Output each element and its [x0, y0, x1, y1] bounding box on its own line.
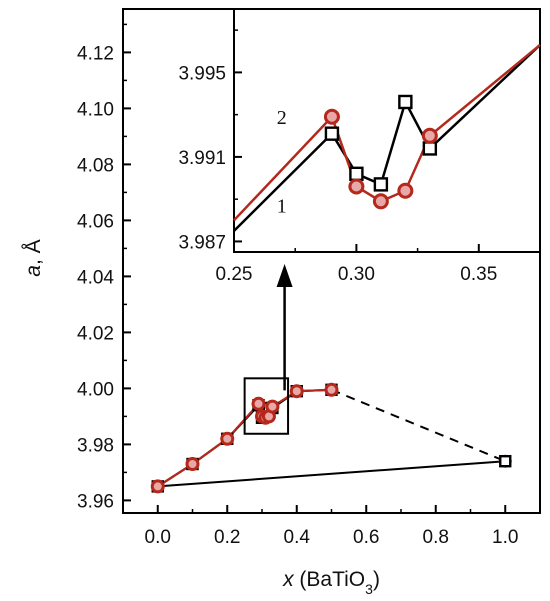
x-tick-label: 0.6 — [353, 527, 379, 548]
inset-x-tick-label: 0.35 — [460, 264, 497, 285]
main-series-2-point — [185, 457, 200, 471]
main-series-2-point — [265, 399, 280, 414]
inset-frame — [233, 8, 541, 253]
y-tick-label: 4.06 — [77, 211, 114, 232]
main-series-2-point — [324, 382, 339, 397]
y-tick-label: 4.04 — [77, 267, 114, 288]
inset-series-2-point — [421, 127, 438, 144]
main-plot: 0.0 0.2 0.4 0.6 0.8 1.0 3.96 3.98 4.00 4.02 4.04 4.… — [22, 8, 541, 597]
zoom-region-box — [243, 377, 290, 435]
x-tick-label: 0.2 — [214, 527, 240, 548]
zoom-arrow-head — [276, 264, 293, 287]
y-tick-label: 4.08 — [77, 155, 114, 176]
inset-series-1-point — [398, 94, 413, 110]
inset-series-2-point — [397, 182, 414, 199]
x-tick-label: 0.4 — [284, 527, 311, 548]
inset-plot: 0.25 0.30 0.35 3.987 3.991 3.995 1 2 — [178, 8, 541, 285]
main-series-2-point — [289, 384, 304, 399]
y-tick-label: 3.96 — [77, 491, 114, 512]
inset-series-1-point — [422, 141, 438, 156]
inset-y-tick-label: 3.995 — [178, 63, 226, 84]
dashed-connector-line — [331, 388, 506, 463]
curve-label-2: 2 — [277, 107, 287, 129]
y-tick-label: 4.02 — [77, 323, 114, 344]
inset-x-tick-label: 0.30 — [338, 264, 375, 285]
inset-series-2-point — [323, 108, 340, 125]
y-tick-label: 4.10 — [77, 99, 114, 120]
solid-connector-line — [157, 460, 506, 488]
inset-series-2-point — [348, 178, 365, 195]
endpoint-point-square — [499, 455, 512, 468]
main-series-2-point — [220, 431, 235, 446]
main-series-2-point — [251, 396, 266, 411]
curve-label-1: 1 — [277, 196, 287, 218]
x-tick-label: 1.0 — [492, 527, 518, 548]
inset-series-1-point — [373, 177, 389, 192]
y-axis-title: a, Å — [22, 239, 45, 276]
inset-series-2-point — [372, 193, 389, 210]
y-tick-label: 4.00 — [77, 379, 114, 400]
y-tick-label: 3.98 — [77, 435, 114, 456]
inset-y-tick-label: 3.987 — [178, 232, 226, 253]
main-series-2-point — [150, 479, 165, 494]
x-tick-label: 0.8 — [423, 527, 449, 548]
x-tick-label: 0.0 — [145, 527, 171, 548]
inset-x-tick-label: 0.25 — [216, 264, 253, 285]
y-tick-label: 4.12 — [77, 43, 114, 64]
x-axis-title: x (BaTiO3) — [282, 568, 380, 597]
inset-series-1-point — [324, 126, 340, 141]
overlay — [276, 264, 293, 391]
inset-y-tick-label: 3.991 — [178, 148, 226, 169]
inset-series-1-point — [349, 166, 364, 182]
